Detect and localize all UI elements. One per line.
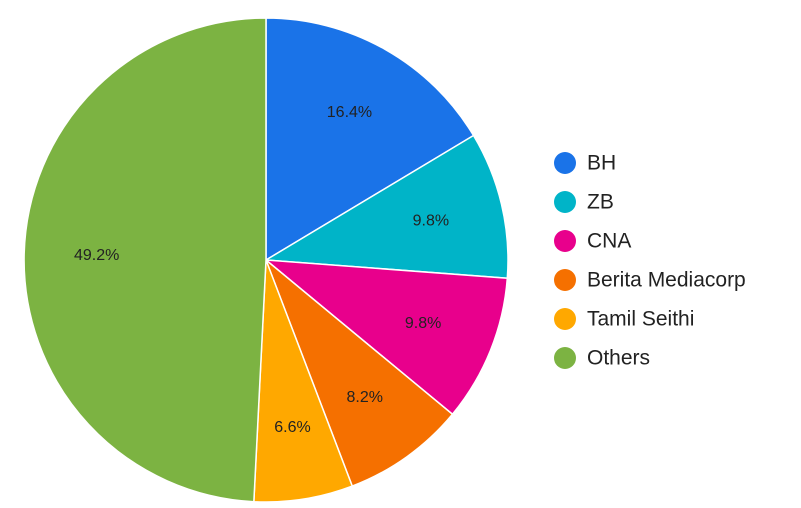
legend-label-others: Others bbox=[587, 347, 650, 370]
pie-slices bbox=[23, 17, 509, 503]
legend-label-cna: CNA bbox=[587, 230, 631, 253]
pie-slice-zb[interactable] bbox=[263, 134, 509, 280]
pie-slice-labels: 16.4% 9.8% 9.8% 8.2% 6.6% 49.2% bbox=[74, 104, 449, 436]
legend: BH ZB CNA Berita Mediacorp Tamil Seithi Other… bbox=[554, 152, 746, 370]
legend-label-tamil-seithi: Tamil Seithi bbox=[587, 308, 694, 331]
slice-label-berita-mediacorp: 8.2% bbox=[346, 389, 382, 406]
legend-item-berita-mediacorp[interactable]: Berita Mediacorp bbox=[554, 269, 746, 292]
pie-slice-cna[interactable] bbox=[263, 259, 509, 416]
legend-marker-berita-mediacorp bbox=[554, 269, 576, 291]
legend-marker-tamil-seithi bbox=[554, 308, 576, 330]
pie-slice-berita-mediacorp[interactable] bbox=[264, 257, 454, 488]
legend-marker-others bbox=[554, 347, 576, 369]
legend-marker-cna bbox=[554, 230, 576, 252]
legend-label-berita-mediacorp: Berita Mediacorp bbox=[587, 269, 746, 292]
pie-slice-bh[interactable] bbox=[265, 17, 475, 262]
legend-item-others[interactable]: Others bbox=[554, 347, 650, 370]
pie-slice-others[interactable] bbox=[23, 17, 267, 503]
slice-label-zb: 9.8% bbox=[413, 212, 449, 229]
slice-label-cna: 9.8% bbox=[405, 315, 441, 332]
slice-label-tamil-seithi: 6.6% bbox=[274, 419, 310, 436]
legend-label-bh: BH bbox=[587, 152, 616, 175]
slice-label-others: 49.2% bbox=[74, 247, 119, 264]
legend-item-cna[interactable]: CNA bbox=[554, 230, 631, 253]
legend-label-zb: ZB bbox=[587, 191, 614, 214]
legend-marker-zb bbox=[554, 191, 576, 213]
slice-label-bh: 16.4% bbox=[327, 104, 372, 121]
legend-item-tamil-seithi[interactable]: Tamil Seithi bbox=[554, 308, 694, 331]
legend-item-zb[interactable]: ZB bbox=[554, 191, 614, 214]
legend-item-bh[interactable]: BH bbox=[554, 152, 616, 175]
legend-marker-bh bbox=[554, 152, 576, 174]
